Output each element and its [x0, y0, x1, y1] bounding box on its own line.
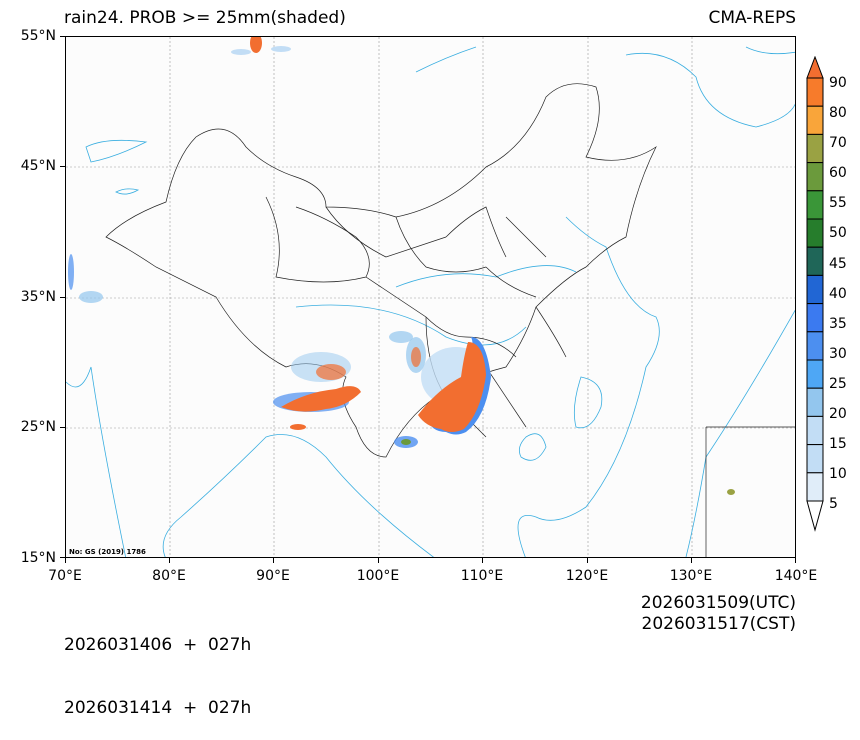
colorbar-label-15: 15 [829, 436, 847, 452]
x-tick-mark [691, 558, 692, 563]
coastlines-rivers [66, 46, 795, 557]
valid-time-block: 2026031509(UTC) 2026031517(CST) [641, 593, 796, 635]
colorbar-label-5: 5 [829, 496, 838, 512]
x-tick-80e: 80°E [152, 568, 186, 584]
colorbar-label-90: 90 [829, 75, 847, 91]
y-tick-mark [60, 166, 65, 167]
map-plot-area[interactable] [65, 36, 796, 558]
x-tick-mark [795, 558, 796, 563]
y-tick-mark [60, 36, 65, 37]
colorbar-label-50: 50 [829, 225, 847, 241]
y-tick-mark [60, 297, 65, 298]
x-tick-100e: 100°E [356, 568, 400, 584]
x-tick-mark [482, 558, 483, 563]
x-tick-mark [378, 558, 379, 563]
init-time-block: 2026031406 + 027h 2026031414 + 027h [64, 593, 251, 740]
colorbar-label-20: 20 [829, 406, 847, 422]
x-tick-110e: 110°E [460, 568, 504, 584]
colorbar-label-45: 45 [829, 256, 847, 272]
colorbar-extend-max [806, 56, 824, 79]
colorbar-graphic [806, 56, 824, 532]
colorbar-label-70: 70 [829, 135, 847, 151]
x-tick-mark [65, 558, 66, 563]
valid-time-cst: 2026031517(CST) [641, 614, 796, 634]
y-tick-mark [60, 557, 65, 558]
y-tick-25n: 25°N [20, 419, 56, 435]
colorbar-extend-min [806, 500, 824, 532]
y-tick-15n: 15°N [20, 550, 56, 566]
x-tick-mark [169, 558, 170, 563]
map-canvas [66, 37, 795, 557]
lat-lon-grid [66, 37, 795, 557]
chart-title: rain24. PROB >= 25mm(shaded) [64, 8, 346, 28]
y-tick-35n: 35°N [20, 289, 56, 305]
init-time-cst: 2026031414 + 027h [64, 698, 252, 718]
x-tick-140e: 140°E [774, 568, 818, 584]
x-tick-130e: 130°E [669, 568, 713, 584]
x-tick-90e: 90°E [256, 568, 290, 584]
map-approval-number: No: GS (2019) 1786 [69, 548, 146, 556]
y-tick-55n: 55°N [20, 28, 56, 44]
x-tick-mark [273, 558, 274, 563]
colorbar-label-60: 60 [829, 165, 847, 181]
colorbar-label-40: 40 [829, 286, 847, 302]
y-tick-45n: 45°N [20, 158, 56, 174]
model-name: CMA-REPS [708, 8, 796, 28]
precip-shading [68, 37, 735, 495]
y-tick-mark [60, 427, 65, 428]
colorbar-label-55: 55 [829, 195, 847, 211]
x-tick-70e: 70°E [48, 568, 82, 584]
colorbar-label-30: 30 [829, 346, 847, 362]
colorbar-label-80: 80 [829, 105, 847, 121]
province-boundaries [105, 83, 795, 557]
colorbar-label-35: 35 [829, 316, 847, 332]
x-tick-120e: 120°E [565, 568, 609, 584]
init-time-utc: 2026031406 + 027h [64, 635, 252, 655]
valid-time-utc: 2026031509(UTC) [640, 593, 796, 613]
colorbar-label-10: 10 [829, 466, 847, 482]
colorbar-label-25: 25 [829, 376, 847, 392]
x-tick-mark [587, 558, 588, 563]
